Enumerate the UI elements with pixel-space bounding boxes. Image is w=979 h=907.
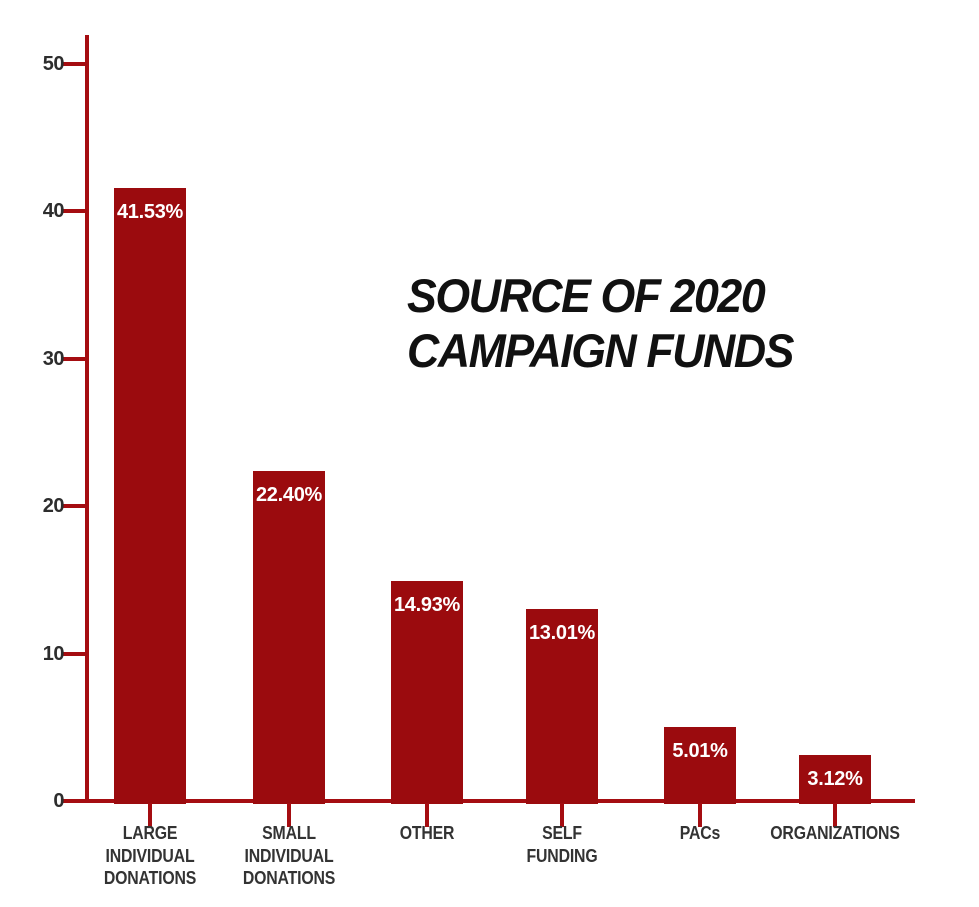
category-label: ORGANIZATIONS [738, 822, 932, 845]
category-label: OTHER [330, 822, 524, 845]
x-tick [287, 803, 291, 827]
category-label-line: OTHER [399, 823, 455, 843]
category-label-line: INDIVIDUAL [244, 845, 334, 866]
y-tick-label: 20 [42, 495, 65, 517]
y-axis-line [85, 35, 89, 803]
y-tick [63, 356, 85, 361]
bar-value-label: 41.53% [116, 201, 184, 223]
x-axis-line [65, 799, 915, 803]
bar: 13.01% [526, 609, 598, 804]
y-tick-label: 0 [53, 790, 64, 812]
category-label: SELF FUNDING [465, 822, 659, 867]
category-label-line: FUNDING [526, 845, 598, 866]
category-label-line: DONATIONS [242, 868, 336, 888]
y-tick-label: 30 [42, 347, 65, 370]
y-tick [63, 61, 85, 66]
category-label: LARGE INDIVIDUAL DONATIONS [53, 822, 247, 890]
bar: 41.53% [114, 188, 186, 804]
chart-title: SOURCE OF 2020 CAMPAIGN FUNDS [407, 268, 794, 378]
x-tick [833, 803, 837, 827]
x-tick [698, 803, 702, 827]
y-tick-label: 50 [42, 52, 65, 75]
chart-title-line-2: CAMPAIGN FUNDS [407, 324, 794, 377]
x-tick [560, 803, 564, 827]
y-tick [63, 209, 85, 213]
category-label-line: SELF [542, 823, 582, 843]
y-tick [63, 799, 85, 803]
chart-title-line-1: SOURCE OF 2020 [407, 269, 766, 322]
bar: 22.40% [253, 471, 325, 804]
x-tick [148, 803, 152, 827]
bar: 14.93% [391, 581, 463, 804]
x-tick [425, 803, 429, 827]
category-label-line: INDIVIDUAL [105, 845, 195, 866]
y-tick [63, 651, 85, 656]
category-label-line: LARGE [122, 823, 178, 843]
bar-value-label: 3.12% [807, 768, 863, 790]
category-label-line: SMALL [262, 823, 316, 843]
category-label-line: ORGANIZATIONS [770, 823, 900, 843]
y-tick-label: 40 [42, 200, 65, 222]
y-tick-label: 10 [42, 642, 65, 665]
bar-value-label: 5.01% [672, 740, 728, 762]
category-label-line: DONATIONS [103, 868, 197, 888]
bar: 5.01% [664, 727, 736, 804]
category-label: SMALL INDIVIDUAL DONATIONS [192, 822, 386, 890]
bar-value-label: 14.93% [393, 594, 461, 616]
category-label: PACs [603, 822, 797, 845]
category-label-line: PACs [679, 823, 721, 843]
y-tick [63, 504, 85, 508]
bar: 3.12% [799, 755, 871, 804]
bar-value-label: 13.01% [528, 622, 596, 644]
bar-value-label: 22.40% [255, 484, 323, 506]
